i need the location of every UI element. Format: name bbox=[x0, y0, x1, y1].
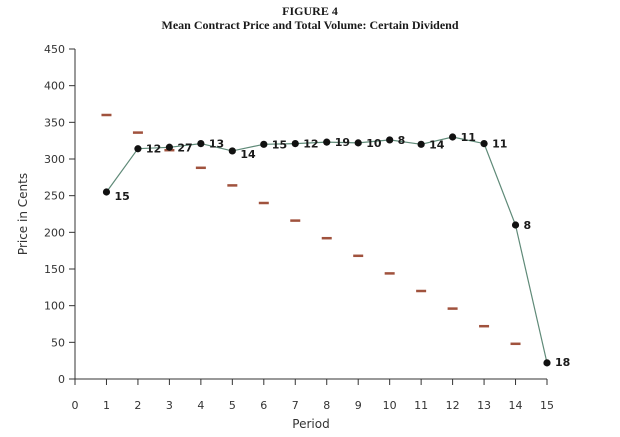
x-tick-label: 6 bbox=[260, 399, 267, 412]
volume-label: 12 bbox=[146, 143, 161, 156]
volume-label: 15 bbox=[272, 138, 287, 151]
volume-label: 13 bbox=[209, 138, 224, 151]
data-point bbox=[134, 145, 142, 153]
data-point bbox=[260, 140, 268, 148]
x-tick-label: 9 bbox=[355, 399, 362, 412]
volume-label: 15 bbox=[114, 190, 129, 203]
volume-label: 10 bbox=[366, 137, 382, 150]
y-tick-label: 400 bbox=[44, 80, 65, 93]
y-tick-label: 450 bbox=[44, 43, 65, 56]
chart-title: Mean Contract Price and Total Volume: Ce… bbox=[161, 18, 459, 32]
data-point bbox=[480, 140, 488, 148]
data-point bbox=[197, 140, 205, 148]
x-axis-label: Period bbox=[292, 417, 329, 431]
x-tick-label: 1 bbox=[103, 399, 110, 412]
volume-label: 8 bbox=[398, 134, 406, 147]
plot-area: 15 12 27 13 14 15 12 19 10 8 14 11 11 8 18 bbox=[101, 113, 570, 369]
chart-titles: FIGURE 4 Mean Contract Price and Total V… bbox=[0, 0, 620, 32]
y-tick-label: 100 bbox=[44, 300, 65, 313]
volume-label: 19 bbox=[335, 136, 350, 149]
y-tick-label: 0 bbox=[58, 373, 65, 386]
data-point bbox=[386, 136, 394, 144]
volume-label: 14 bbox=[429, 138, 445, 151]
x-tick-label: 4 bbox=[197, 399, 204, 412]
data-point bbox=[102, 188, 111, 196]
x-tick-label: 13 bbox=[477, 399, 491, 412]
data-point bbox=[543, 359, 551, 367]
data-point bbox=[449, 133, 457, 141]
volume-label: 11 bbox=[492, 138, 507, 151]
x-tick-label: 15 bbox=[540, 399, 554, 412]
x-tick-label: 8 bbox=[323, 399, 330, 412]
data-point bbox=[511, 221, 520, 229]
y-tick-label: 50 bbox=[51, 336, 65, 349]
data-point bbox=[417, 140, 425, 148]
y-tick-label: 250 bbox=[44, 190, 65, 203]
x-tick-label: 3 bbox=[166, 399, 173, 412]
x-tick-label: 10 bbox=[383, 399, 397, 412]
data-point bbox=[165, 143, 173, 151]
data-point bbox=[354, 139, 362, 147]
x-tick-label: 5 bbox=[229, 399, 236, 412]
x-tick-label: 7 bbox=[292, 399, 299, 412]
y-tick-label: 200 bbox=[44, 226, 65, 239]
volume-label: 11 bbox=[461, 131, 476, 144]
figure-label: FIGURE 4 bbox=[282, 4, 338, 18]
volume-label: 18 bbox=[555, 356, 570, 369]
y-axis-label: Price in Cents bbox=[16, 173, 30, 255]
y-tick-label: 350 bbox=[44, 116, 65, 129]
x-tick-label: 0 bbox=[72, 399, 79, 412]
y-tick-label: 150 bbox=[44, 263, 65, 276]
y-tick-label: 300 bbox=[44, 153, 65, 166]
data-point bbox=[228, 147, 236, 155]
data-point bbox=[323, 138, 331, 146]
data-point bbox=[291, 140, 299, 148]
volume-label: 27 bbox=[177, 141, 192, 154]
volume-label: 14 bbox=[240, 148, 256, 161]
volume-label: 8 bbox=[524, 219, 532, 232]
volume-label: 12 bbox=[303, 138, 318, 151]
series-line bbox=[106, 136, 548, 364]
x-tick-label: 2 bbox=[134, 399, 141, 412]
x-tick-label: 11 bbox=[414, 399, 428, 412]
x-tick-label: 14 bbox=[509, 399, 523, 412]
x-tick-label: 12 bbox=[446, 399, 460, 412]
